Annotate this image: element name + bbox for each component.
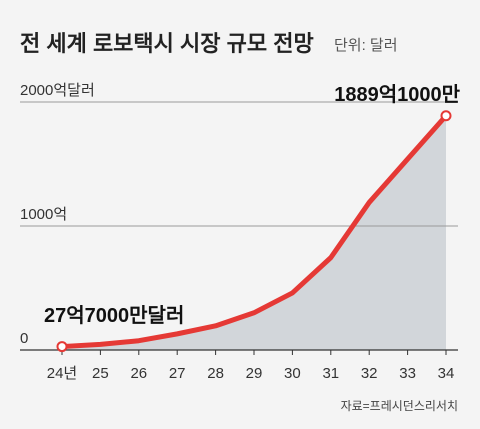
value-label: 27억7000만달러 [44, 304, 184, 327]
point-marker [440, 110, 452, 122]
x-tick-label: 26 [130, 365, 147, 382]
value-label: 1889억1000만 [334, 83, 460, 106]
x-tick-label: 30 [284, 365, 301, 382]
x-tick-label: 28 [207, 365, 224, 382]
point-marker [56, 341, 68, 353]
x-tick-label: 34 [438, 365, 455, 382]
y-tick-label: 2000억달러 [20, 82, 95, 99]
x-tick-label: 27 [169, 365, 186, 382]
x-tick-label: 33 [399, 365, 416, 382]
x-tick-label: 32 [361, 365, 378, 382]
chart-title: 전 세계 로보택시 시장 규모 전망 [20, 31, 314, 56]
area [62, 115, 446, 350]
x-tick-label: 31 [322, 365, 339, 382]
x-tick-label: 24년 [47, 365, 78, 382]
x-tick-label: 29 [246, 365, 263, 382]
x-tick-label: 25 [92, 365, 109, 382]
line [61, 114, 448, 350]
y-tick-label: 1000억 [20, 206, 67, 223]
source: 자료=프레시던스리서치 [341, 399, 458, 413]
unit-label: 단위: 달러 [334, 37, 398, 54]
y-tick-label: 0 [20, 330, 28, 347]
